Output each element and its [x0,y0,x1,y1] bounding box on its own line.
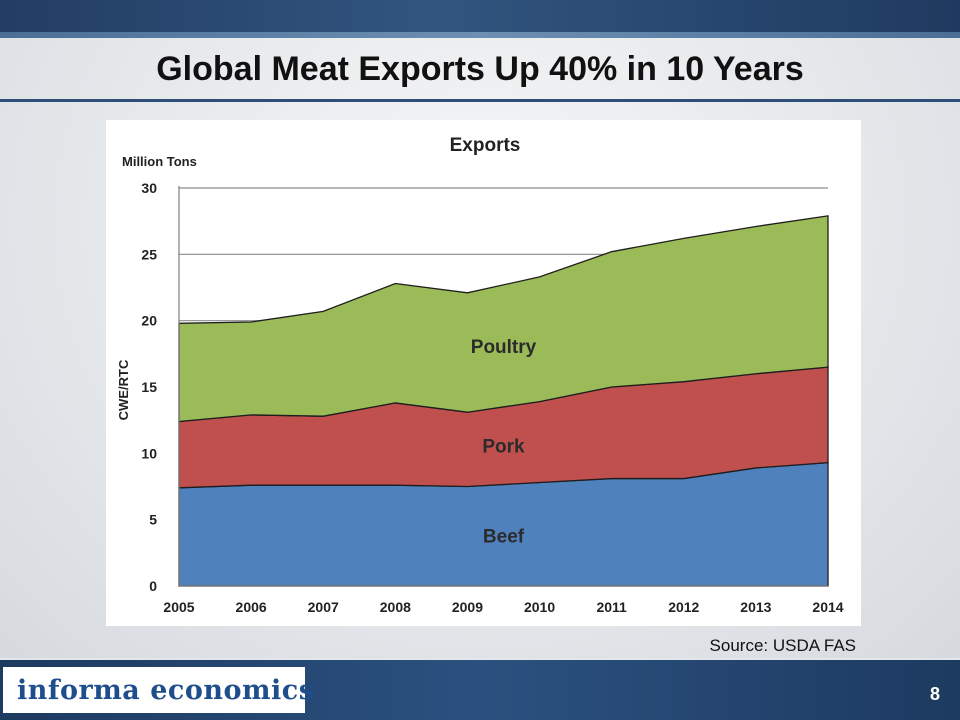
y-tick-label: 5 [149,512,157,528]
source-note: Source: USDA FAS [709,636,856,655]
title-underline [0,99,960,102]
y-tick-label: 20 [141,313,157,329]
chart-svg: Beef Pork Poultry 0 5 10 15 20 25 30 2005 2006 2007… [116,135,844,615]
series-label-poultry: Poultry [471,337,537,358]
x-tick-label: 2005 [163,599,194,615]
axes: 0 5 10 15 20 25 30 2005 2006 2007 2008 2009 2010 2011… [141,180,843,615]
exports-chart: Beef Pork Poultry 0 5 10 15 20 25 30 2005 2006 2007… [106,120,861,626]
x-tick-label: 2007 [308,599,339,615]
top-banner [0,0,960,38]
y-tick-label: 0 [149,578,157,594]
area-poultry [178,215,829,423]
x-tick-label: 2013 [740,599,771,615]
slide-title: Global Meat Exports Up 40% in 10 Years [156,50,804,88]
y-tick-label: 10 [141,445,157,461]
x-tick-label: 2008 [380,599,411,615]
x-tick-label: 2012 [668,599,699,615]
x-tick-label: 2011 [596,599,627,615]
company-logo: informa economics [3,667,314,713]
x-tick-label: 2014 [812,599,843,615]
y-tick-label: 30 [141,180,157,196]
chart-labels: Exports Million Tons CWE/RTC [116,135,520,420]
stacked-areas: Beef Pork Poultry [178,215,829,587]
logo-wordmark: informa economics [17,674,315,706]
series-label-pork: Pork [482,437,525,458]
x-tick-label: 2009 [452,599,483,615]
y-tick-label: 15 [141,379,157,395]
y-axis-units: Million Tons [122,154,197,169]
page-number: 8 [929,684,940,704]
chart-title: Exports [450,135,521,156]
series-label-beef: Beef [483,526,525,547]
y-tick-label: 25 [141,246,157,262]
y-axis-label: CWE/RTC [116,359,131,420]
x-tick-label: 2010 [524,599,555,615]
x-tick-label: 2006 [236,599,267,615]
